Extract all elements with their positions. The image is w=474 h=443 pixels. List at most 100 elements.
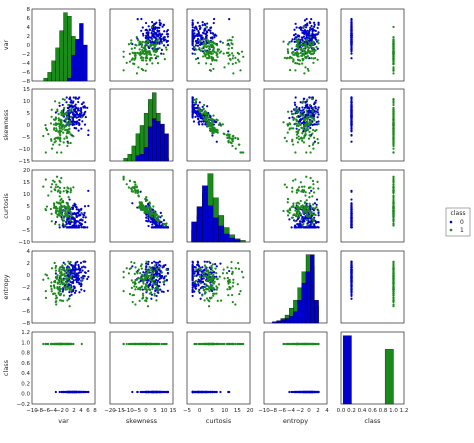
scatter-point (161, 33, 164, 36)
scatter-point (302, 25, 305, 29)
scatter-point (317, 226, 320, 229)
scatter-point (205, 25, 208, 29)
scatter-point (308, 130, 311, 133)
scatter-point (202, 38, 205, 41)
scatter-point (230, 272, 234, 275)
scatter-point (305, 124, 308, 127)
scatter-point (290, 47, 294, 50)
scatter-point (201, 105, 204, 108)
scatter-point (228, 53, 231, 56)
panel-curtosis-vs-var (31, 169, 96, 243)
scatter-point (314, 56, 317, 60)
scatter-point (310, 189, 313, 192)
scatter-point (53, 261, 56, 265)
scatter-point (205, 270, 208, 273)
scatter-point (145, 63, 149, 66)
scatter-point (159, 39, 162, 42)
scatter-point (350, 224, 353, 227)
scatter-point (67, 131, 70, 135)
scatter-point (226, 51, 229, 55)
scatter-point (165, 222, 168, 225)
scatter-point (80, 288, 83, 291)
scatter-point (392, 282, 395, 285)
scatter-point (50, 281, 53, 284)
scatter-point (238, 292, 241, 296)
scatter-point (159, 216, 162, 219)
scatter-point (226, 136, 229, 139)
scatter-point (70, 226, 73, 229)
scatter-point (300, 205, 303, 208)
scatter-point (61, 290, 64, 293)
scatter-point (56, 215, 59, 218)
scatter-point (302, 141, 305, 144)
scatter-point (350, 278, 353, 282)
scatter-point (82, 277, 85, 280)
scatter-point (42, 134, 45, 138)
scatter-point (223, 277, 226, 280)
scatter-point (134, 266, 137, 269)
scatter-point (77, 208, 80, 211)
scatter-point (195, 48, 198, 51)
scatter-point (142, 46, 145, 50)
scatter-point (50, 108, 53, 111)
scatter-point (72, 226, 75, 229)
scatter-point (137, 39, 140, 42)
scatter-point (151, 215, 154, 218)
scatter-point (300, 114, 303, 117)
scatter-point (350, 208, 353, 211)
scatter-point (197, 113, 201, 116)
scatter-point (140, 17, 143, 21)
hist-bar-class-0 (202, 185, 208, 243)
scatter-point (240, 270, 244, 273)
scatter-point (205, 46, 208, 49)
scatter-point (211, 288, 214, 291)
scatter-point (392, 132, 395, 135)
scatter-point (142, 34, 145, 37)
scatter-point (146, 199, 149, 202)
scatter-point (294, 51, 297, 55)
scatter-point (218, 122, 221, 125)
scatter-point (66, 212, 69, 216)
scatter-point (191, 101, 194, 104)
scatter-point (222, 268, 225, 271)
scatter-point (138, 299, 141, 302)
scatter-point (131, 300, 134, 304)
scatter-point (203, 22, 206, 26)
scatter-point (221, 272, 224, 275)
scatter-point (196, 263, 199, 266)
scatter-point (150, 25, 154, 29)
scatter-point (77, 265, 81, 269)
scatter-point (290, 40, 293, 43)
scatter-point (59, 191, 62, 194)
scatter-point (232, 281, 235, 284)
scatter-point (44, 296, 48, 299)
scatter-point (52, 123, 56, 126)
scatter-point (392, 219, 395, 222)
scatter-point (294, 103, 297, 107)
scatter-point (76, 220, 80, 223)
scatter-point (193, 265, 196, 269)
scatter-point (309, 35, 312, 39)
scatter-point (143, 45, 147, 48)
scatter-point (199, 109, 203, 113)
scatter-point (75, 215, 79, 219)
scatter-point (202, 287, 205, 290)
scatter-point (69, 260, 72, 264)
scatter-point (155, 294, 158, 298)
scatter-point (50, 212, 53, 215)
scatter-point (155, 299, 158, 302)
scatter-point (309, 176, 312, 180)
scatter-point (145, 53, 148, 57)
scatter-point (316, 108, 319, 111)
scatter-point (308, 43, 311, 46)
scatter-point (162, 264, 165, 267)
scatter-point (294, 96, 297, 99)
scatter-point (139, 264, 143, 268)
scatter-point (135, 186, 138, 189)
scatter-point (300, 54, 304, 57)
scatter-point (66, 268, 69, 271)
scatter-point (47, 277, 50, 280)
scatter-point (58, 119, 61, 122)
scatter-point (291, 138, 294, 141)
scatter-point (392, 288, 395, 291)
